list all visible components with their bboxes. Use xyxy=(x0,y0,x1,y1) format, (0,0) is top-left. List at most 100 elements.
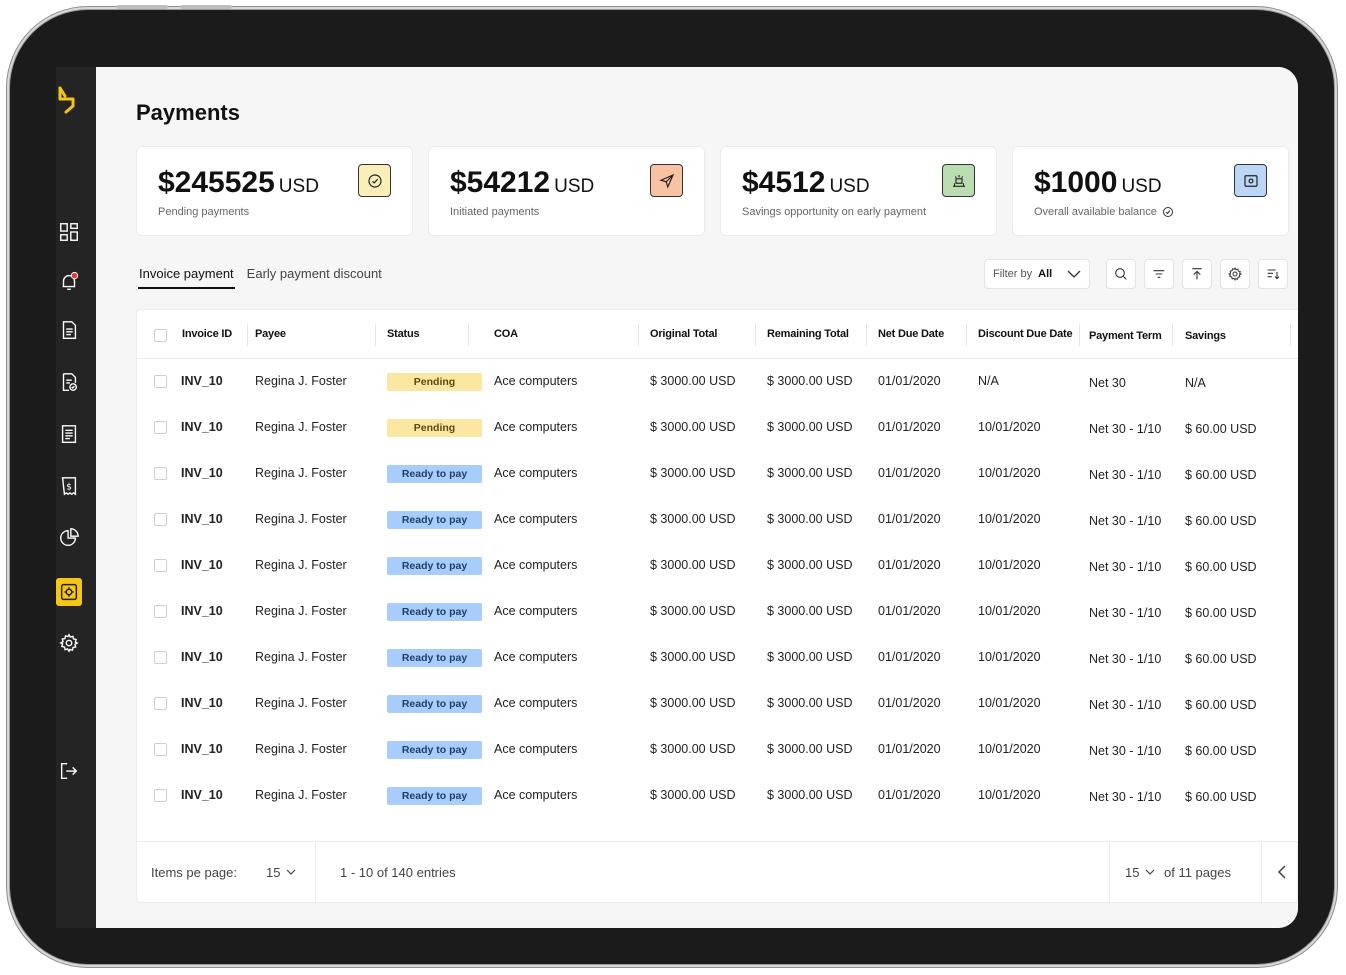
column-header[interactable]: Net Due Date xyxy=(878,328,945,340)
row-checkbox[interactable] xyxy=(154,421,167,434)
row-checkbox[interactable] xyxy=(154,789,167,802)
net-due-date: 01/01/2020 xyxy=(878,604,941,618)
sort-button[interactable] xyxy=(1258,259,1288,289)
sidebar: $ xyxy=(56,67,96,928)
chevron-down-icon xyxy=(1067,270,1081,278)
status-badge: Ready to pay xyxy=(387,603,482,621)
tablet-frame: $ Payments $245525 USD Pending payments xyxy=(10,5,1334,964)
receipt-icon[interactable] xyxy=(56,420,82,448)
row-checkbox[interactable] xyxy=(154,559,167,572)
row-checkbox[interactable] xyxy=(154,375,167,388)
remaining-total: $ 3000.00 USD xyxy=(767,788,853,802)
column-header[interactable]: Invoice ID xyxy=(182,328,232,340)
payment-term: Net 30 - 1/10 xyxy=(1089,606,1162,620)
table-row[interactable]: INV_10 Regina J. Foster Ace computers $ 300… xyxy=(137,405,1298,451)
column-divider xyxy=(638,324,639,346)
filter-dropdown[interactable]: Filter by All xyxy=(984,259,1090,289)
dashboard-icon[interactable] xyxy=(56,218,82,246)
upload-button[interactable] xyxy=(1182,259,1212,289)
invoice-id: INV_10 xyxy=(181,512,223,526)
settings-button[interactable] xyxy=(1220,259,1250,289)
original-total: $ 3000.00 USD xyxy=(650,558,736,572)
payment-term: Net 30 - 1/10 xyxy=(1089,560,1162,574)
column-header[interactable]: Payee xyxy=(255,328,286,340)
table-row[interactable]: INV_10 Regina J. Foster Ace computers $ 300… xyxy=(137,497,1298,543)
stat-amount: $4512 USD xyxy=(742,166,870,199)
discount-due-date: 10/01/2020 xyxy=(978,650,1041,664)
pie-chart-icon[interactable] xyxy=(56,524,82,552)
table-row[interactable]: INV_10 Regina J. Foster Ace computers $ 300… xyxy=(137,773,1298,819)
column-header[interactable]: Status xyxy=(387,328,420,340)
gear-icon[interactable] xyxy=(56,629,82,657)
items-per-page-select[interactable]: 15 xyxy=(266,865,296,880)
net-due-date: 01/01/2020 xyxy=(878,696,941,710)
remaining-total: $ 3000.00 USD xyxy=(767,420,853,434)
original-total: $ 3000.00 USD xyxy=(650,650,736,664)
row-checkbox[interactable] xyxy=(154,651,167,664)
savings-icon xyxy=(942,164,975,197)
coa: Ace computers xyxy=(494,650,578,664)
status-badge: Ready to pay xyxy=(387,787,482,805)
stat-label: Pending payments xyxy=(158,206,250,218)
logout-icon[interactable] xyxy=(56,757,82,785)
discount-due-date: 10/01/2020 xyxy=(978,696,1041,710)
table-row[interactable]: INV_10 Regina J. Foster Ace computers $ 300… xyxy=(137,681,1298,727)
select-all-checkbox[interactable] xyxy=(154,329,167,342)
payee: Regina J. Foster xyxy=(255,788,347,802)
prev-page-button[interactable] xyxy=(1277,865,1287,884)
column-divider xyxy=(375,324,376,346)
status-badge: Ready to pay xyxy=(387,695,482,713)
payee: Regina J. Foster xyxy=(255,604,347,618)
table-row[interactable]: INV_10 Regina J. Foster Ace computers $ 300… xyxy=(137,543,1298,589)
discount-due-date: 10/01/2020 xyxy=(978,558,1041,572)
remaining-total: $ 3000.00 USD xyxy=(767,696,853,710)
status-badge: Ready to pay xyxy=(387,649,482,667)
table-row[interactable]: INV_10 Regina J. Foster Ace computers $ 300… xyxy=(137,589,1298,635)
stat-amount: $54212 USD xyxy=(450,166,595,199)
column-header[interactable]: Original Total xyxy=(650,328,718,340)
row-checkbox[interactable] xyxy=(154,513,167,526)
remaining-total: $ 3000.00 USD xyxy=(767,466,853,480)
pagination-bar: Items pe page: 15 1 - 10 of 140 entries … xyxy=(136,841,1298,904)
coa: Ace computers xyxy=(494,604,578,618)
payment-term: Net 30 - 1/10 xyxy=(1089,652,1162,666)
column-header[interactable]: Discount Due Date xyxy=(978,328,1073,340)
tab-early-payment-discount[interactable]: Early payment discount xyxy=(246,266,382,281)
column-header[interactable]: Remaining Total xyxy=(767,328,849,340)
column-header[interactable]: Payment Term xyxy=(1089,330,1162,342)
table-row[interactable]: INV_10 Regina J. Foster Ace computers $ 300… xyxy=(137,635,1298,681)
discount-due-date: 10/01/2020 xyxy=(978,512,1041,526)
stat-card-initiated: $54212 USD Initiated payments xyxy=(428,146,705,236)
payee: Regina J. Foster xyxy=(255,558,347,572)
safe-icon[interactable] xyxy=(56,578,82,606)
invoice-id: INV_10 xyxy=(181,650,223,664)
volume-button xyxy=(180,5,232,9)
savings: $ 60.00 USD xyxy=(1185,698,1257,712)
document-icon[interactable] xyxy=(56,316,82,344)
bell-icon[interactable] xyxy=(56,268,82,296)
tab-invoice-payment[interactable]: Invoice payment xyxy=(138,266,235,289)
column-header[interactable]: COA xyxy=(494,328,518,340)
original-total: $ 3000.00 USD xyxy=(650,512,736,526)
table-row[interactable]: INV_10 Regina J. Foster Ace computers $ 300… xyxy=(137,359,1298,405)
row-checkbox[interactable] xyxy=(154,743,167,756)
column-header[interactable]: Savings xyxy=(1185,330,1226,342)
row-checkbox[interactable] xyxy=(154,467,167,480)
row-checkbox[interactable] xyxy=(154,605,167,618)
document-check-icon[interactable] xyxy=(56,368,82,396)
table-row[interactable]: INV_10 Regina J. Foster Ace computers $ 300… xyxy=(137,727,1298,773)
table-toolbar: Filter by All xyxy=(984,259,1288,289)
table-row[interactable]: INV_10 Regina J. Foster Ace computers $ 300… xyxy=(137,451,1298,497)
column-divider xyxy=(755,324,756,346)
column-divider xyxy=(1290,324,1291,346)
remaining-total: $ 3000.00 USD xyxy=(767,650,853,664)
dollar-invoice-icon[interactable]: $ xyxy=(56,472,82,500)
invoice-id: INV_10 xyxy=(181,742,223,756)
stat-card-pending: $245525 USD Pending payments xyxy=(136,146,413,236)
row-checkbox[interactable] xyxy=(154,697,167,710)
page-select[interactable]: 15 xyxy=(1125,865,1155,880)
filter-button[interactable] xyxy=(1144,259,1174,289)
invoice-id: INV_10 xyxy=(181,604,223,618)
search-button[interactable] xyxy=(1106,259,1136,289)
payee: Regina J. Foster xyxy=(255,374,347,388)
